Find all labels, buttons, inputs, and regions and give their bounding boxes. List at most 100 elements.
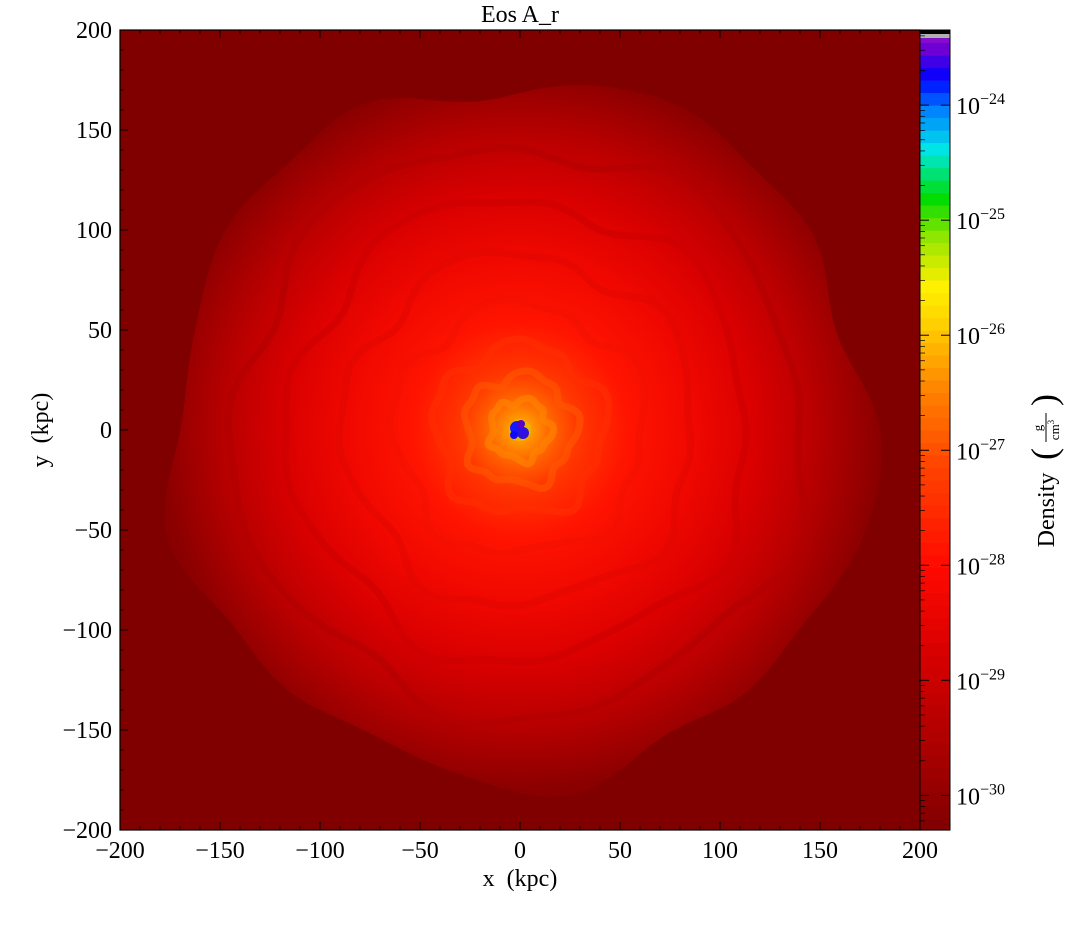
colorbar-band [920, 655, 950, 669]
colorbar-band [920, 330, 950, 344]
core-blob-d [517, 420, 525, 428]
colorbar-band [920, 805, 950, 819]
colorbar-band [920, 317, 950, 331]
colorbar-band [920, 455, 950, 469]
colorbar-band [920, 717, 950, 731]
colorbar-close-paren: ) [1024, 394, 1064, 406]
colorbar-band [920, 342, 950, 356]
colorbar-band [920, 42, 950, 56]
x-tick-label: 150 [802, 838, 838, 864]
x-tick-label: 50 [608, 838, 632, 864]
contour-ring [281, 198, 750, 666]
colorbar-ticks: 10−24 10−25 10−26 10−27 10−28 10−29 10−30 [920, 35, 1005, 831]
colorbar-top-gray [920, 34, 950, 38]
colorbar-band [920, 217, 950, 231]
colorbar-band [920, 117, 950, 131]
y-tick-label: −150 [62, 718, 112, 744]
colorbar-tick-label: 10−28 [956, 551, 1005, 580]
contour-ring [484, 394, 557, 468]
x-axis-label: x (kpc) [483, 866, 558, 892]
colorbar-bands [920, 30, 950, 831]
chart-title: Eos A_r [481, 2, 559, 28]
colorbar-unit-denominator: cm3 [1046, 419, 1062, 440]
colorbar-band [920, 580, 950, 594]
y-tick-label: −200 [62, 818, 112, 844]
y-axis-ticks: −200 −150 −100 −50 0 50 100 150 200 [62, 18, 128, 844]
core-blob-b [517, 427, 529, 439]
colorbar-band [920, 492, 950, 506]
density-field [164, 85, 883, 797]
colorbar-band [920, 755, 950, 769]
colorbar-band [920, 305, 950, 319]
colorbar-top-cap [920, 30, 950, 34]
colorbar-band [920, 392, 950, 406]
colorbar-band [920, 167, 950, 181]
colorbar-open-paren: ( [1024, 448, 1064, 460]
colorbar-frame [919, 29, 951, 831]
colorbar-unit-base: cm [1047, 424, 1062, 440]
colorbar-band [920, 255, 950, 269]
colorbar-band [920, 292, 950, 306]
colorbar-unit-exponent: 3 [1046, 419, 1056, 424]
colorbar-band [920, 530, 950, 544]
colorbar-band [920, 430, 950, 444]
y-tick-label: 0 [100, 418, 112, 444]
colorbar-tick-label: 10−27 [956, 436, 1005, 465]
density-contours [225, 144, 809, 728]
y-tick-label: 150 [76, 118, 112, 144]
colorbar-band [920, 192, 950, 206]
x-tick-label: −100 [295, 838, 345, 864]
colorbar-band [920, 467, 950, 481]
colorbar-band [920, 767, 950, 781]
colorbar-tick-label: 10−24 [956, 91, 1005, 120]
colorbar-band [920, 617, 950, 631]
colorbar-band [920, 180, 950, 194]
colorbar-band [920, 230, 950, 244]
colorbar-unit-numerator: g [1030, 424, 1045, 431]
contour-ring [335, 248, 695, 610]
contour-ring [386, 295, 648, 558]
colorbar-band [920, 605, 950, 619]
colorbar-label: Density ( g cm3 ) [1024, 394, 1064, 547]
colorbar-band [920, 417, 950, 431]
colorbar-tick-label: 10−30 [956, 781, 1005, 810]
colorbar-band [920, 55, 950, 69]
colorbar-band [920, 817, 950, 831]
colorbar-tick-label: 10−29 [956, 666, 1005, 695]
colorbar-band [920, 667, 950, 681]
x-tick-label: −50 [401, 838, 439, 864]
colorbar-band [920, 155, 950, 169]
colorbar-band [920, 355, 950, 369]
colorbar-band [920, 80, 950, 94]
colorbar-band [920, 705, 950, 719]
y-tick-label: 200 [76, 18, 112, 44]
x-tick-label: 0 [514, 838, 526, 864]
colorbar-band [920, 680, 950, 694]
colorbar-band [920, 642, 950, 656]
colorbar-band [920, 555, 950, 569]
colorbar-band [920, 130, 950, 144]
y-tick-label: −100 [62, 618, 112, 644]
colorbar-band [920, 280, 950, 294]
colorbar-band [920, 442, 950, 456]
colorbar-quantity-label: Density [1034, 473, 1060, 548]
colorbar-band [920, 742, 950, 756]
x-tick-label: 200 [902, 838, 938, 864]
colorbar-tick-label: 10−26 [956, 321, 1005, 350]
y-tick-label: −50 [74, 518, 112, 544]
colorbar-band [920, 517, 950, 531]
contour-ring [461, 367, 584, 492]
colorbar-band [920, 505, 950, 519]
colorbar-band [920, 142, 950, 156]
colorbar-band [920, 592, 950, 606]
plot-area [120, 30, 920, 830]
colorbar-band [920, 567, 950, 581]
colorbar-band [920, 380, 950, 394]
colorbar-band [920, 480, 950, 494]
colorbar-band [920, 542, 950, 556]
y-tick-label: 50 [88, 318, 112, 344]
x-tick-label: 100 [702, 838, 738, 864]
colorbar-band [920, 92, 950, 106]
